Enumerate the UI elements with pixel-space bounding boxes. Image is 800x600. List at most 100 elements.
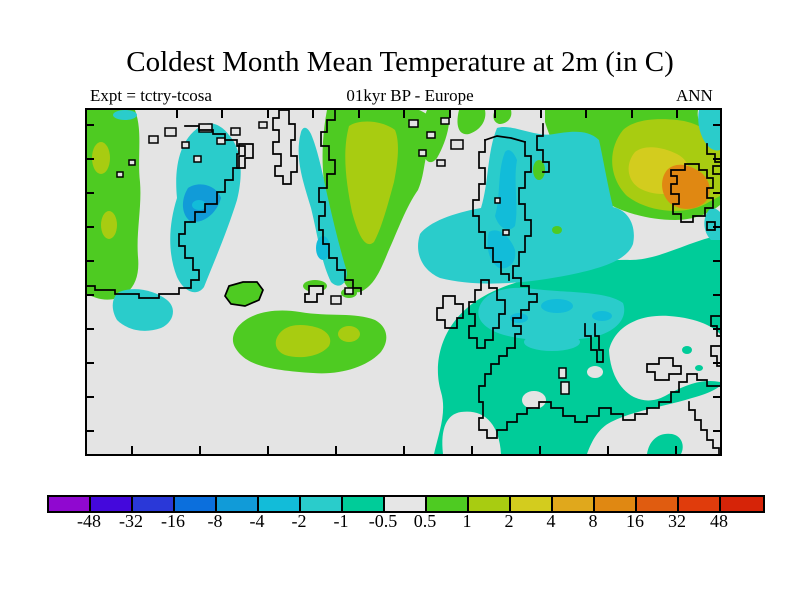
north-sea-cyan-band	[478, 287, 625, 341]
top-right-coast-bit	[706, 143, 720, 163]
island	[436, 159, 446, 167]
green-finger	[457, 110, 486, 135]
island	[193, 155, 202, 163]
cold-spot	[592, 311, 612, 321]
colorbar-tick-label: -0.5	[368, 511, 398, 531]
island	[330, 295, 342, 305]
island	[426, 131, 436, 139]
colorbar-segment	[679, 497, 721, 511]
ural-region-outline	[670, 163, 714, 223]
colorbar-segment	[217, 497, 259, 511]
cold-spot	[316, 236, 330, 260]
colorbar-segment	[175, 497, 217, 511]
bothnia-west-coastline	[472, 139, 510, 281]
island	[128, 159, 136, 166]
colorbar-tick-label: -32	[119, 511, 143, 531]
cyan-patch	[113, 110, 137, 120]
cold-spot	[541, 299, 573, 313]
colorbar-tick-label: 2	[504, 511, 514, 531]
island	[502, 229, 510, 236]
right-edge-outline-bit	[712, 165, 720, 175]
island	[344, 287, 354, 295]
colorbar-tick-label: -48	[77, 511, 101, 531]
colorbar-segment	[469, 497, 511, 511]
colorbar-segment	[553, 497, 595, 511]
sardinia-outline	[560, 381, 570, 395]
bothnia-east-coastline	[512, 141, 532, 279]
colorbar-tick-labels: -48 -32 -16 -8 -4 -2 -1 -0.5 0.5 1 2 4 8 16 32 48	[47, 511, 761, 533]
right-edge-coast-bit	[710, 315, 720, 337]
colorbar-segment	[91, 497, 133, 511]
iceland-outline	[224, 281, 264, 307]
ygreen-patch	[101, 211, 117, 239]
teal-speck	[695, 365, 703, 371]
island	[258, 121, 268, 129]
south-greenland-cyan-band	[112, 289, 173, 331]
great-britain-outline	[468, 279, 506, 349]
baltic-bothnia-cyan-mass	[418, 126, 634, 284]
colorbar-tick-label: 4	[546, 511, 556, 531]
baltic-cold-core	[487, 230, 516, 269]
colorbar-tick-label: -8	[207, 511, 223, 531]
white-sea-coastline	[536, 123, 550, 173]
corsica-outline	[558, 367, 567, 379]
island	[116, 171, 124, 178]
island	[440, 117, 450, 125]
italy-outline	[584, 323, 604, 363]
scandinavia-ygreen-core	[345, 121, 398, 245]
plot-title: Coldest Month Mean Temperature at 2m (in…	[126, 46, 674, 78]
right-edge-outline-bit	[706, 221, 716, 231]
island	[494, 197, 501, 204]
colorbar-segment	[637, 497, 679, 511]
island	[148, 135, 159, 144]
teal-speck	[682, 346, 692, 354]
ygreen-patch	[92, 142, 110, 174]
island	[418, 149, 427, 157]
colorbar-segment	[133, 497, 175, 511]
caspian-edge-outline	[710, 345, 720, 367]
island	[450, 139, 464, 150]
map-fill-layer	[87, 110, 720, 454]
ireland-outline	[436, 295, 464, 329]
southeast-coastline	[688, 401, 720, 454]
greenland-coastline	[87, 125, 246, 299]
map-axis-ticks	[87, 110, 720, 454]
black-sea-outline	[646, 357, 682, 381]
green-patch	[552, 226, 562, 234]
experiment-label: Expt = tctry-tcosa	[90, 86, 212, 105]
colorbar-tick-label: -4	[249, 511, 265, 531]
temperature-anomaly-map	[87, 110, 720, 454]
colorbar-segment	[511, 497, 553, 511]
island	[216, 137, 226, 145]
bothnia-head-coastline	[483, 135, 527, 144]
colorbar-tick-label: 32	[668, 511, 686, 531]
island	[408, 119, 419, 128]
atlantic-ygreen-core	[275, 325, 331, 358]
coastline-layer	[87, 110, 720, 454]
colorbar-tick-label: 8	[588, 511, 598, 531]
iberia-mediterranean-coastline	[478, 347, 720, 439]
island	[230, 127, 241, 136]
colorbar-segment	[427, 497, 469, 511]
island	[181, 141, 190, 149]
island	[164, 127, 177, 137]
norway-coastline	[318, 110, 362, 295]
map-frame	[85, 108, 722, 456]
colorbar-segment	[301, 497, 343, 511]
west-edge-green-strip	[87, 110, 141, 300]
right-edge-cyan-patch	[704, 208, 720, 240]
adriatic-gray-patch	[587, 366, 603, 378]
north-europe-coastline	[512, 277, 538, 349]
outlined-islands-layer	[116, 110, 570, 395]
mediterranean-gray-lake	[522, 391, 546, 409]
norwegian-sea-cyan-channel	[298, 127, 347, 286]
cyan-patch	[524, 333, 580, 351]
right-edge-cyan-corner	[698, 110, 720, 151]
denmark-outline	[304, 285, 324, 303]
colorbar-tick-label: 16	[626, 511, 644, 531]
colorbar-segment	[259, 497, 301, 511]
colorbar-segment	[49, 497, 91, 511]
colorbar-tick-label: -2	[291, 511, 307, 531]
bothnia-cold-core	[495, 150, 517, 230]
